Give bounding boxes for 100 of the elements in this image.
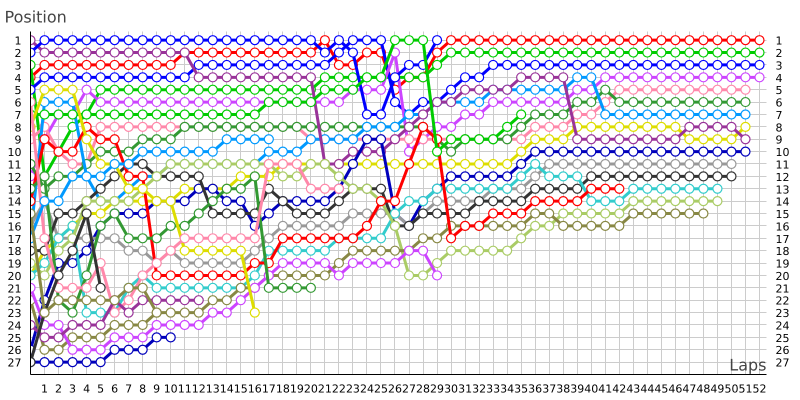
y2-tick-label: 16 — [776, 220, 790, 234]
y2-tick-label: 13 — [776, 183, 790, 196]
x-tick-label: 35 — [514, 382, 528, 396]
x-tick-label: 6 — [111, 382, 118, 396]
y2-tick-label: 2 — [776, 47, 782, 60]
x-tick-label: 50 — [724, 382, 738, 396]
x-tick-label: 19 — [290, 382, 304, 396]
x-tick-label: 21 — [318, 382, 332, 396]
x-tick-label: 20 — [304, 382, 318, 396]
x-tick-label: 23 — [346, 382, 360, 396]
y2-tick-label: 23 — [776, 307, 790, 320]
y-tick-label: 13 — [8, 183, 22, 196]
y2-tick-label: 12 — [776, 170, 790, 184]
y-tick-label: 10 — [8, 146, 22, 160]
y-tick-label: 15 — [8, 208, 22, 222]
y2-tick-label: 14 — [776, 196, 790, 209]
x-tick-label: 26 — [388, 382, 402, 396]
x-tick-label: 42 — [612, 382, 626, 396]
x-tick-label: 3 — [69, 382, 76, 396]
x-tick-label: 44 — [640, 382, 654, 396]
x-tick-label: 29 — [430, 382, 444, 396]
x-tick-label: 12 — [192, 382, 206, 396]
x-tick-label: 2 — [55, 382, 62, 396]
y2-tick-label: 7 — [776, 108, 782, 122]
y-tick-label: 19 — [8, 258, 22, 271]
x-tick-label: 9 — [153, 382, 160, 396]
x-tick-label: 47 — [682, 382, 696, 396]
x-tick-label: 1 — [41, 382, 48, 396]
x-tick-label: 7 — [125, 382, 132, 396]
y2-tick-label: 1 — [776, 34, 782, 48]
y2-tick-label: 6 — [776, 96, 782, 110]
y-tick-label: 17 — [8, 232, 22, 246]
x-tick-label: 5 — [97, 382, 104, 396]
y2-tick-label: 15 — [776, 208, 790, 222]
y2-tick-label: 21 — [776, 282, 790, 296]
x-tick-label: 15 — [234, 382, 248, 396]
y-tick-label: 8 — [14, 121, 22, 134]
x-tick-label: 48 — [696, 382, 710, 396]
y2-tick-label: 25 — [776, 332, 790, 345]
y-tick-label: 26 — [8, 344, 22, 358]
x-tick-label: 41 — [598, 382, 612, 396]
y-tick-label: 27 — [8, 356, 22, 370]
x-tick-label: 13 — [206, 382, 220, 396]
y-tick-label: 11 — [8, 158, 22, 172]
y-tick-label: 18 — [8, 245, 22, 258]
y2-tick-label: 20 — [776, 270, 790, 283]
y-tick-label: 22 — [8, 294, 22, 308]
y-tick-label: 5 — [14, 84, 22, 98]
x-axis-title: Laps — [729, 356, 767, 374]
x-tick-label: 34 — [500, 382, 514, 396]
x-tick-label: 17 — [262, 382, 276, 396]
x-tick-label: 28 — [416, 382, 430, 396]
x-tick-label: 22 — [332, 382, 346, 396]
y-tick-label: 6 — [14, 96, 22, 110]
y2-tick-label: 22 — [776, 294, 790, 308]
x-tick-label: 40 — [584, 382, 598, 396]
y-tick-label: 23 — [8, 307, 22, 320]
y-tick-label: 20 — [8, 270, 22, 283]
y-tick-label: 25 — [8, 332, 22, 345]
x-tick-label: 14 — [220, 382, 234, 396]
y-tick-label: 21 — [8, 282, 22, 296]
x-tick-label: 43 — [626, 382, 640, 396]
y-tick-label: 2 — [14, 47, 22, 60]
y2-tick-label: 3 — [776, 59, 782, 72]
y2-tick-label: 5 — [776, 84, 782, 98]
y2-tick-label: 17 — [776, 232, 790, 246]
x-tick-label: 52 — [752, 382, 766, 396]
x-tick-label: 27 — [402, 382, 416, 396]
y-tick-label: 12 — [8, 170, 22, 184]
y2-tick-label: 27 — [776, 356, 790, 370]
x-tick-label: 4 — [83, 382, 90, 396]
x-tick-label: 11 — [178, 382, 192, 396]
x-tick-label: 32 — [472, 382, 486, 396]
x-tick-label: 45 — [654, 382, 668, 396]
x-tick-label: 24 — [360, 382, 374, 396]
x-tick-label: 10 — [164, 382, 178, 396]
x-tick-label: 25 — [374, 382, 388, 396]
y-tick-label: 16 — [8, 220, 22, 234]
x-tick-label: 36 — [528, 382, 542, 396]
y2-tick-label: 24 — [776, 319, 790, 332]
x-tick-label: 8 — [139, 382, 146, 396]
y2-tick-label: 8 — [776, 121, 782, 134]
y2-tick-label: 26 — [776, 344, 790, 358]
y-tick-label: 9 — [14, 134, 22, 147]
x-tick-label: 38 — [556, 382, 570, 396]
x-tick-label: 51 — [738, 382, 752, 396]
y2-tick-label: 4 — [776, 72, 782, 85]
y2-tick-label: 10 — [776, 146, 790, 160]
y-tick-label: 1 — [14, 34, 22, 48]
x-tick-label: 46 — [668, 382, 682, 396]
y-tick-label: 14 — [8, 196, 22, 209]
x-tick-label: 49 — [710, 382, 724, 396]
x-tick-label: 37 — [542, 382, 556, 396]
x-tick-label: 18 — [276, 382, 290, 396]
y2-tick-label: 11 — [776, 158, 790, 172]
y-tick-label: 7 — [14, 108, 22, 122]
x-tick-label: 16 — [248, 382, 262, 396]
y-axis-title: Position — [4, 8, 67, 26]
y2-tick-label: 18 — [776, 245, 790, 258]
y2-tick-label: 19 — [776, 258, 790, 271]
